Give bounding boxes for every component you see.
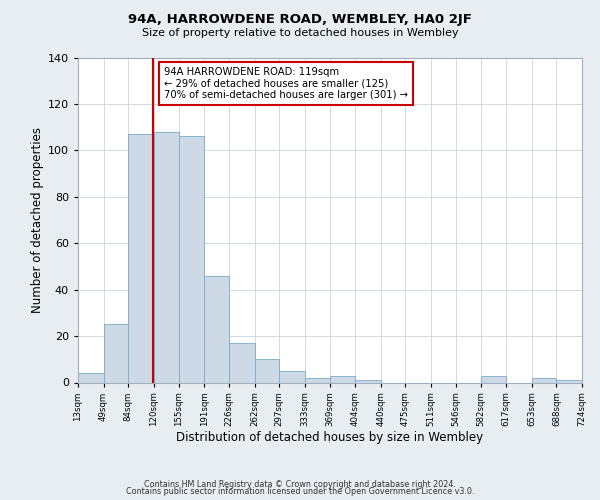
Bar xyxy=(179,136,204,382)
Text: Contains public sector information licensed under the Open Government Licence v3: Contains public sector information licen… xyxy=(126,487,474,496)
Bar xyxy=(254,360,280,382)
X-axis label: Distribution of detached houses by size in Wembley: Distribution of detached houses by size … xyxy=(176,430,484,444)
Bar xyxy=(204,276,229,382)
Y-axis label: Number of detached properties: Number of detached properties xyxy=(31,127,44,313)
Text: Size of property relative to detached houses in Wembley: Size of property relative to detached ho… xyxy=(142,28,458,38)
Bar xyxy=(78,373,104,382)
Bar xyxy=(556,380,582,382)
Bar xyxy=(104,324,128,382)
Bar xyxy=(481,376,506,382)
Bar xyxy=(532,378,556,382)
Bar xyxy=(280,371,305,382)
Bar xyxy=(154,132,179,382)
Bar xyxy=(305,378,331,382)
Text: Contains HM Land Registry data © Crown copyright and database right 2024.: Contains HM Land Registry data © Crown c… xyxy=(144,480,456,489)
Bar xyxy=(229,343,254,382)
Bar xyxy=(128,134,154,382)
Text: 94A HARROWDENE ROAD: 119sqm
← 29% of detached houses are smaller (125)
70% of se: 94A HARROWDENE ROAD: 119sqm ← 29% of det… xyxy=(164,67,407,100)
Bar xyxy=(355,380,380,382)
Bar xyxy=(331,376,355,382)
Text: 94A, HARROWDENE ROAD, WEMBLEY, HA0 2JF: 94A, HARROWDENE ROAD, WEMBLEY, HA0 2JF xyxy=(128,12,472,26)
